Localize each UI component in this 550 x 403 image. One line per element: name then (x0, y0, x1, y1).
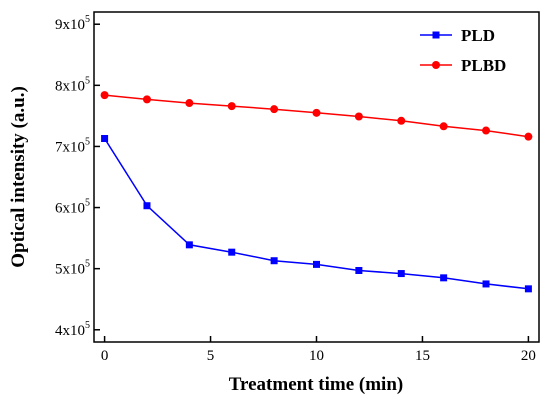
y-tick-label: 7x105 (55, 136, 90, 155)
y-axis: 4x105 5x105 6x105 7x105 8x105 9x105 (55, 14, 100, 339)
data-point-pld (270, 257, 278, 265)
x-tick-label: 10 (309, 348, 324, 364)
data-point-pld (228, 248, 236, 256)
data-point-plbd (185, 99, 194, 108)
series-plbd (100, 91, 533, 141)
legend-label: PLD (461, 26, 495, 45)
data-point-plbd (100, 91, 109, 100)
data-point-pld (524, 285, 532, 293)
data-point-pld (355, 267, 363, 274)
legend-label: PLBD (461, 56, 506, 75)
data-point-plbd (354, 112, 363, 121)
series-pld (101, 135, 532, 293)
data-point-plbd (397, 116, 406, 125)
x-tick-label: 20 (521, 348, 536, 364)
series-layer (100, 91, 533, 293)
y-tick-label: 5x105 (55, 259, 90, 278)
legend-marker (432, 61, 440, 69)
legend: PLD PLBD (420, 26, 506, 75)
legend-item-plbd: PLBD (420, 56, 506, 75)
x-axis: 0 5 10 15 20 (101, 336, 536, 364)
data-point-pld (143, 202, 151, 210)
y-tick-label: 8x105 (55, 75, 90, 94)
data-point-plbd (439, 122, 448, 131)
data-point-pld (440, 274, 448, 282)
y-axis-title: Optical intensity (a.u.) (8, 86, 29, 268)
data-point-pld (185, 241, 193, 249)
x-tick-label: 0 (101, 348, 109, 364)
x-tick-label: 15 (415, 348, 430, 364)
legend-marker (432, 31, 440, 39)
data-point-pld (101, 135, 109, 142)
data-point-plbd (142, 95, 151, 104)
data-point-plbd (312, 108, 321, 117)
x-tick-label: 5 (207, 348, 215, 364)
legend-item-pld: PLD (420, 26, 495, 45)
data-point-plbd (482, 126, 491, 135)
data-point-plbd (270, 105, 279, 114)
data-point-pld (397, 270, 405, 278)
y-tick-label: 9x105 (55, 14, 90, 33)
y-tick-label: 4x105 (55, 320, 90, 339)
x-axis-title: Treatment time (min) (229, 374, 403, 395)
data-point-plbd (524, 132, 533, 141)
y-tick-label: 6x105 (55, 198, 90, 217)
data-point-plbd (227, 102, 236, 111)
data-point-pld (313, 260, 320, 268)
data-point-pld (482, 280, 490, 288)
